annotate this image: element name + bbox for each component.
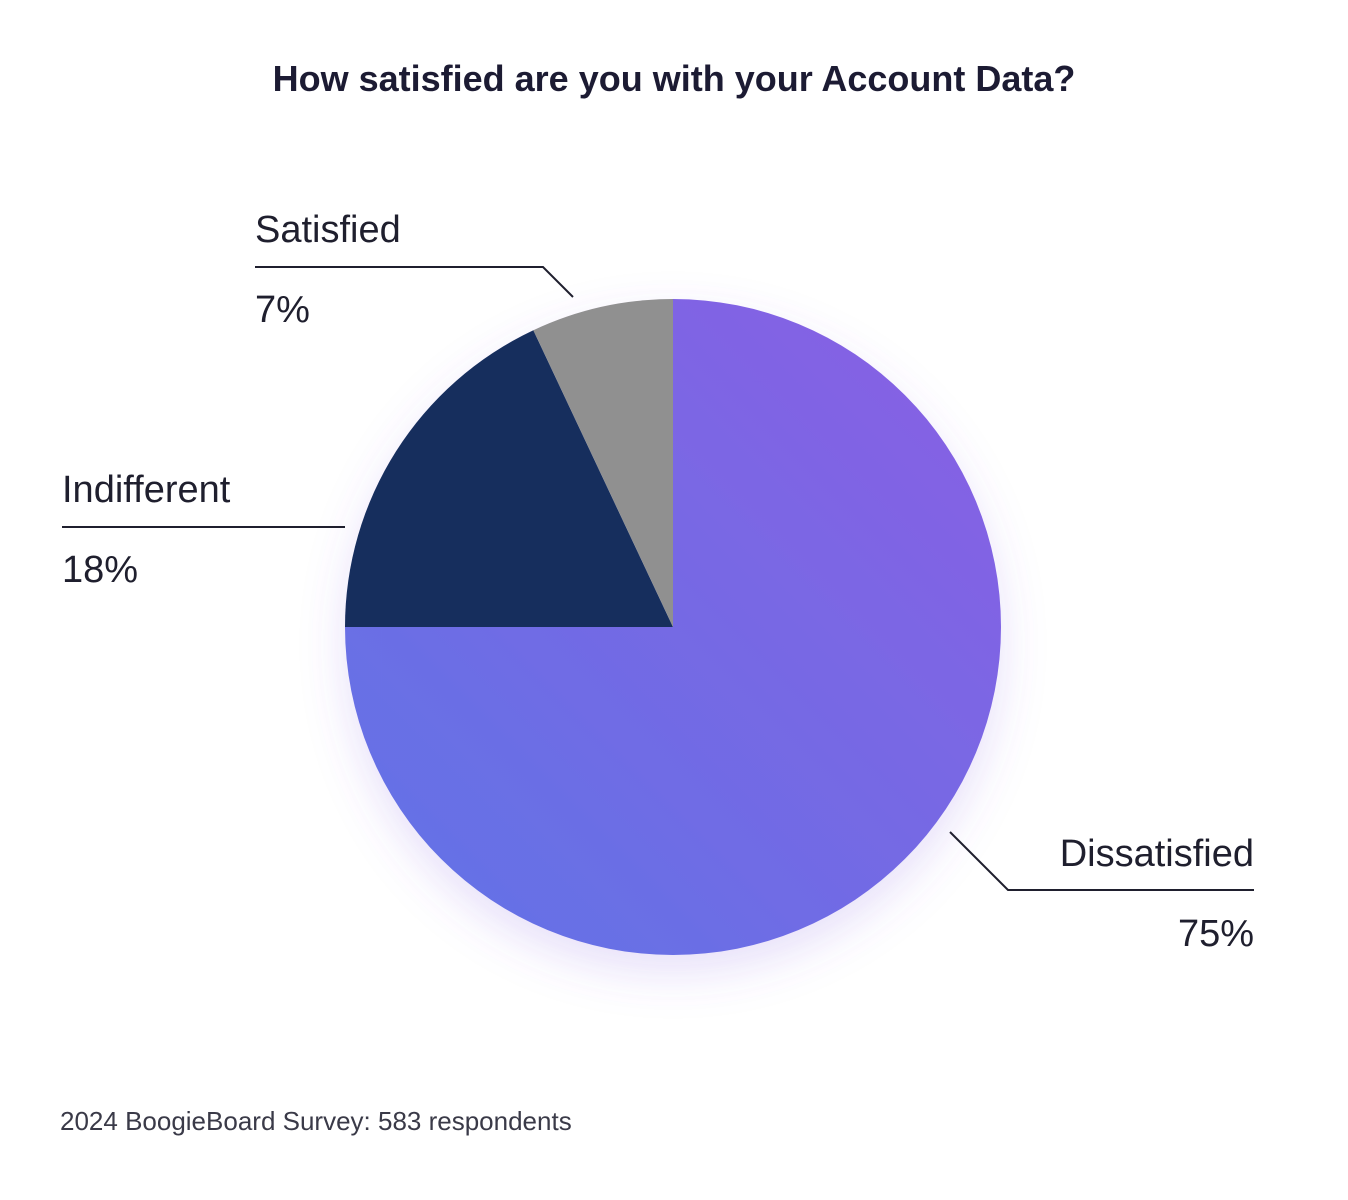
- slice-value-satisfied: 7%: [255, 289, 310, 331]
- slice-label-indifferent: Indifferent: [62, 469, 231, 511]
- leader-line-satisfied: [255, 266, 574, 298]
- chart-title: How satisfied are you with your Account …: [272, 58, 1076, 99]
- callout-dissatisfied: Dissatisfied 75%: [949, 831, 1254, 955]
- callout-satisfied: Satisfied 7%: [255, 209, 574, 331]
- pie-slice-indifferent: [345, 330, 673, 627]
- slice-value-indifferent: 18%: [62, 549, 138, 591]
- callout-indifferent: Indifferent 18%: [62, 469, 345, 591]
- slice-value-dissatisfied: 75%: [1178, 913, 1254, 955]
- slice-label-dissatisfied: Dissatisfied: [1060, 833, 1254, 875]
- survey-source-note: 2024 BoogieBoard Survey: 583 respondents: [60, 1106, 572, 1136]
- pie-slice-satisfied: [533, 299, 673, 627]
- leader-line-dissatisfied: [949, 831, 1254, 891]
- slice-label-satisfied: Satisfied: [255, 209, 401, 251]
- pie-slices: [345, 299, 1001, 955]
